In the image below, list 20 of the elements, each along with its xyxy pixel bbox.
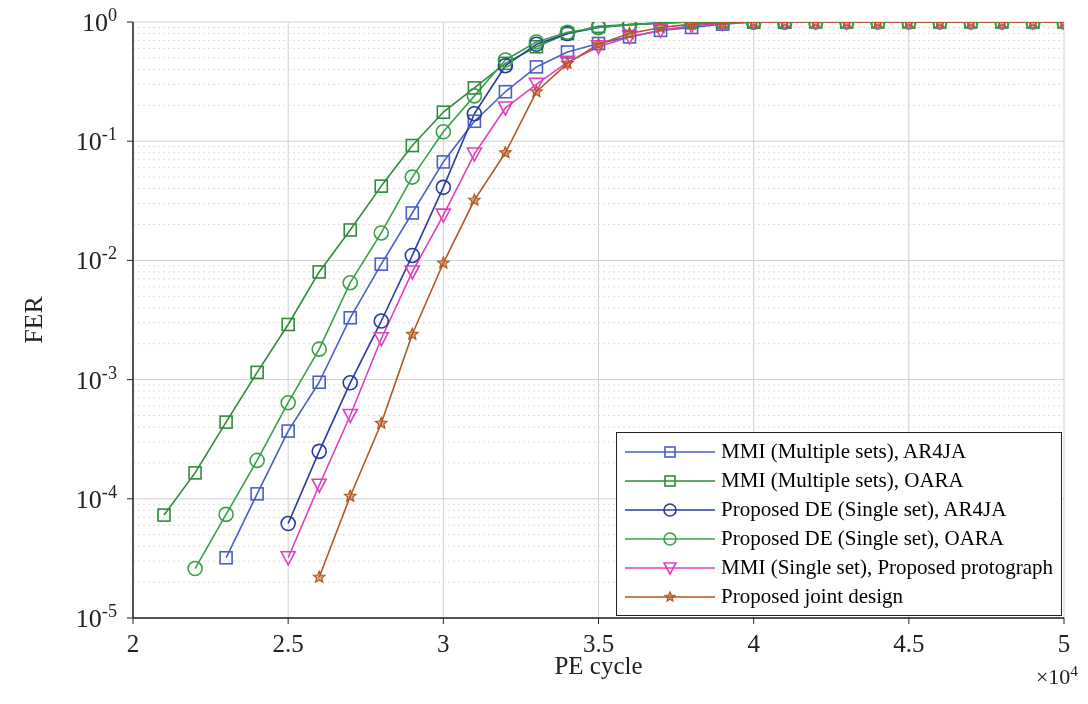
y-tick-label: 10$^{-4}$	[75, 481, 117, 514]
x-tick-label: 4.5	[893, 630, 925, 657]
y-tick-label: 10$^{-1}$	[75, 124, 117, 157]
x-tick-label: 2	[126, 630, 140, 657]
x-tick-label: 4	[747, 630, 761, 657]
y-tick-label: 10$^{0}$	[81, 5, 117, 37]
legend-label: Proposed DE (Single set), AR4JA	[721, 497, 1007, 522]
legend-label: MMI (Single set), Proposed protograph	[721, 555, 1053, 580]
x-tick-label: 3	[437, 630, 450, 657]
x-tick-label: 5	[1057, 630, 1071, 657]
legend-label: MMI (Multiple sets), AR4JA	[721, 439, 967, 464]
y-tick-label: 10$^{-2}$	[75, 243, 117, 276]
text: ×10$^{4}$	[1035, 661, 1079, 689]
y-tick-label: 10$^{-3}$	[75, 362, 117, 395]
legend-label: MMI (Multiple sets), OARA	[721, 468, 964, 493]
legend-label: Proposed joint design	[721, 584, 904, 609]
legend-label: Proposed DE (Single set), OARA	[721, 526, 1005, 551]
x-tick-label: 2.5	[272, 630, 304, 657]
y-axis-title: FER	[19, 295, 48, 344]
y-tick-label: 10$^{-5}$	[75, 601, 117, 633]
